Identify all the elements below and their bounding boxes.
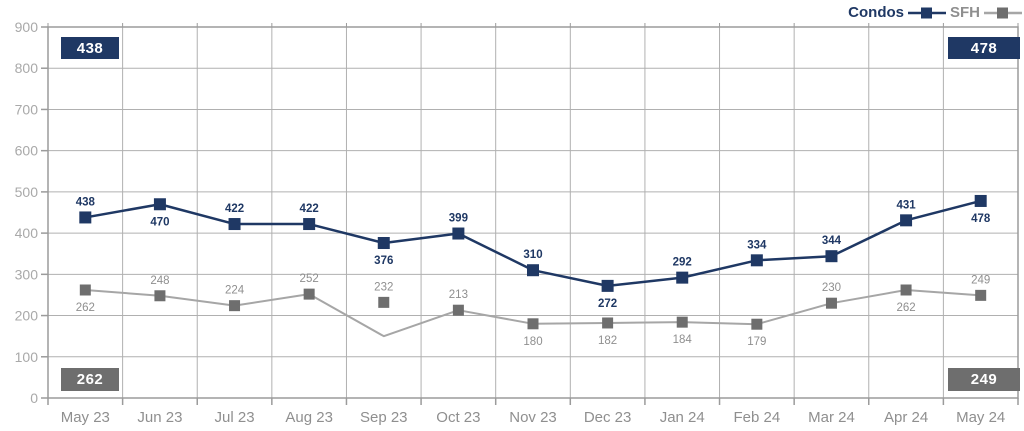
x-axis-label: May 24 <box>956 409 1005 426</box>
data-point-marker-condos <box>825 250 838 263</box>
legend-swatch-sfh-icon <box>984 7 1022 18</box>
data-point-marker-sfh <box>452 304 464 316</box>
data-point-marker-sfh <box>975 289 987 301</box>
data-point-label-sfh: 180 <box>523 336 542 348</box>
data-point-label-condos: 399 <box>449 213 468 225</box>
y-axis-label: 900 <box>15 19 39 35</box>
data-point-label-sfh: 224 <box>225 285 245 297</box>
data-point-label-condos: 334 <box>747 239 767 251</box>
data-point-marker-condos <box>153 198 166 211</box>
y-axis-label: 500 <box>15 184 39 200</box>
data-point-marker-sfh <box>751 318 763 330</box>
legend-swatch-condos-icon <box>908 7 946 18</box>
x-axis-label: Mar 24 <box>808 409 855 426</box>
x-axis-label: Apr 24 <box>884 409 928 426</box>
badge-first-condos: 438 <box>61 37 119 59</box>
data-point-marker-condos <box>377 237 390 250</box>
data-point-marker-condos <box>79 211 92 224</box>
data-point-label-sfh: 184 <box>673 334 693 346</box>
data-point-marker-condos <box>452 227 465 240</box>
x-axis-label: Sep 23 <box>360 409 408 426</box>
data-point-label-condos: 272 <box>598 298 617 310</box>
data-point-label-sfh: 249 <box>971 274 990 286</box>
data-point-marker-sfh <box>676 316 688 328</box>
data-point-label-condos: 431 <box>896 199 916 211</box>
y-axis-label: 300 <box>15 266 39 282</box>
data-point-label-condos: 422 <box>225 203 244 215</box>
x-axis-label: Oct 23 <box>436 409 480 426</box>
data-point-label-condos: 376 <box>374 255 393 267</box>
data-point-label-sfh: 252 <box>300 273 319 285</box>
data-point-marker-condos <box>527 264 539 277</box>
data-point-marker-sfh <box>602 317 614 329</box>
data-point-label-condos: 478 <box>971 213 991 225</box>
data-point-label-sfh: 232 <box>374 281 393 293</box>
data-point-marker-condos <box>900 214 913 227</box>
data-point-label-sfh: 262 <box>76 302 95 314</box>
data-point-label-sfh: 230 <box>822 282 841 294</box>
data-point-marker-condos <box>228 218 241 231</box>
data-point-marker-condos <box>974 194 987 207</box>
y-axis-label: 100 <box>15 349 39 365</box>
x-axis-label: Nov 23 <box>509 409 557 426</box>
data-point-marker-sfh <box>527 318 539 330</box>
x-axis-label: May 23 <box>61 409 110 426</box>
badge-last-sfh: 249 <box>948 368 1020 391</box>
data-point-label-condos: 292 <box>673 257 692 269</box>
y-axis-label: 200 <box>15 308 39 324</box>
badge-first-sfh: 262 <box>61 368 119 391</box>
data-point-label-sfh: 213 <box>449 289 468 301</box>
data-point-marker-sfh <box>378 296 390 308</box>
data-point-marker-condos <box>601 279 614 292</box>
data-point-marker-condos <box>303 218 316 231</box>
data-point-marker-condos <box>676 271 689 284</box>
data-point-marker-sfh <box>79 284 91 296</box>
legend-label-condos: Condos <box>848 4 904 21</box>
data-point-label-condos: 310 <box>523 249 542 261</box>
y-axis-label: 0 <box>30 390 38 406</box>
data-point-marker-condos <box>750 254 763 267</box>
data-point-marker-sfh <box>303 288 315 300</box>
x-axis-label: Dec 23 <box>584 409 632 426</box>
y-axis-label: 700 <box>15 101 39 117</box>
data-point-label-sfh: 262 <box>896 302 915 314</box>
data-point-marker-sfh <box>229 300 241 312</box>
legend-label-sfh: SFH <box>950 4 980 21</box>
data-point-marker-sfh <box>900 284 912 296</box>
x-axis-label: Aug 23 <box>285 409 333 426</box>
y-axis-label: 600 <box>15 143 39 159</box>
data-point-label-sfh: 179 <box>747 336 766 348</box>
data-point-label-condos: 344 <box>822 235 842 247</box>
data-point-label-condos: 470 <box>150 216 169 228</box>
data-point-label-condos: 438 <box>76 196 96 208</box>
data-point-marker-sfh <box>154 290 166 302</box>
legend: Condos SFH <box>846 4 1022 21</box>
x-axis-label: Jul 23 <box>215 409 255 426</box>
y-axis-label: 400 <box>15 225 39 241</box>
x-axis-label: Jan 24 <box>660 409 705 426</box>
data-point-marker-sfh <box>825 297 837 309</box>
badge-last-condos: 478 <box>948 37 1020 59</box>
y-axis-label: 800 <box>15 60 39 76</box>
plot-border <box>47 26 1019 399</box>
data-point-label-sfh: 248 <box>150 275 169 287</box>
data-point-label-condos: 422 <box>300 203 319 215</box>
x-axis-label: Feb 24 <box>733 409 780 426</box>
data-point-label-sfh: 182 <box>598 335 617 347</box>
x-axis-label: Jun 23 <box>137 409 182 426</box>
